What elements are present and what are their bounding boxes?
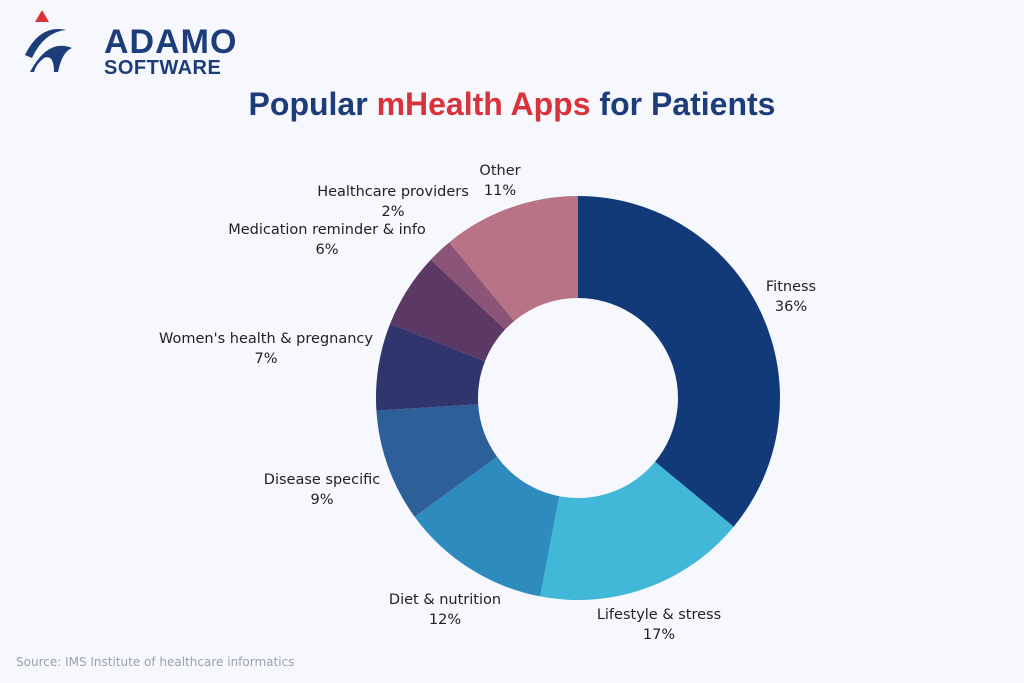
slice-label-name: Lifestyle & stress	[596, 607, 722, 623]
slice-label: Lifestyle & stress 17%	[597, 605, 721, 645]
slice-label-name: Women's health & pregnancy	[159, 331, 373, 347]
slice-label-value: 36%	[774, 299, 808, 315]
slice-label: Disease specific 9%	[264, 470, 380, 510]
slice-label-name: Other	[479, 163, 521, 179]
slice-label: Women's health & pregnancy 7%	[159, 329, 373, 369]
title-part1: Popular	[248, 86, 377, 122]
slice-label: Medication reminder & info 6%	[228, 220, 426, 260]
slice-label-value: 9%	[310, 492, 334, 508]
title-highlight: mHealth Apps	[376, 86, 591, 122]
chart-title: Popular mHealth Apps for Patients	[0, 86, 1024, 123]
slice-lifestyle-stress	[540, 461, 734, 600]
slice-label-name: Diet & nutrition	[388, 592, 502, 608]
adamo-logo: ADAMO SOFTWARE	[22, 10, 252, 80]
logo-text-adamo: ADAMO	[104, 23, 238, 61]
logo-mark-icon	[25, 10, 72, 72]
slice-other	[449, 196, 578, 321]
slice-fitness	[578, 196, 780, 527]
slice-label-value: 6%	[315, 242, 339, 258]
slice-label-name: Medication reminder & info	[228, 222, 426, 238]
source-note: Source: IMS Institute of healthcare info…	[16, 655, 295, 669]
slice-label: Other 11%	[479, 161, 520, 201]
slice-disease-specific	[376, 404, 498, 517]
slice-medication-reminder-info	[390, 259, 506, 362]
logo-text-software: SOFTWARE	[104, 57, 222, 79]
title-part2: for Patients	[590, 86, 776, 122]
slice-label: Fitness 36%	[766, 277, 816, 317]
slice-label-value: 7%	[254, 351, 278, 367]
slice-label: Healthcare providers 2%	[317, 182, 469, 222]
slice-label-name: Healthcare providers	[317, 184, 469, 200]
slice-label-name: Fitness	[765, 279, 817, 295]
slice-label-value: 2%	[381, 204, 405, 220]
slice-healthcare-providers	[430, 242, 515, 330]
slice-label: Diet & nutrition 12%	[389, 590, 501, 630]
slice-women-s-health-pregnancy	[376, 323, 486, 411]
slice-label-value: 11%	[483, 183, 517, 199]
slice-label-value: 12%	[428, 612, 462, 628]
slice-diet-nutrition	[414, 456, 560, 597]
slice-label-value: 17%	[642, 627, 676, 643]
slice-label-name: Disease specific	[263, 472, 381, 488]
